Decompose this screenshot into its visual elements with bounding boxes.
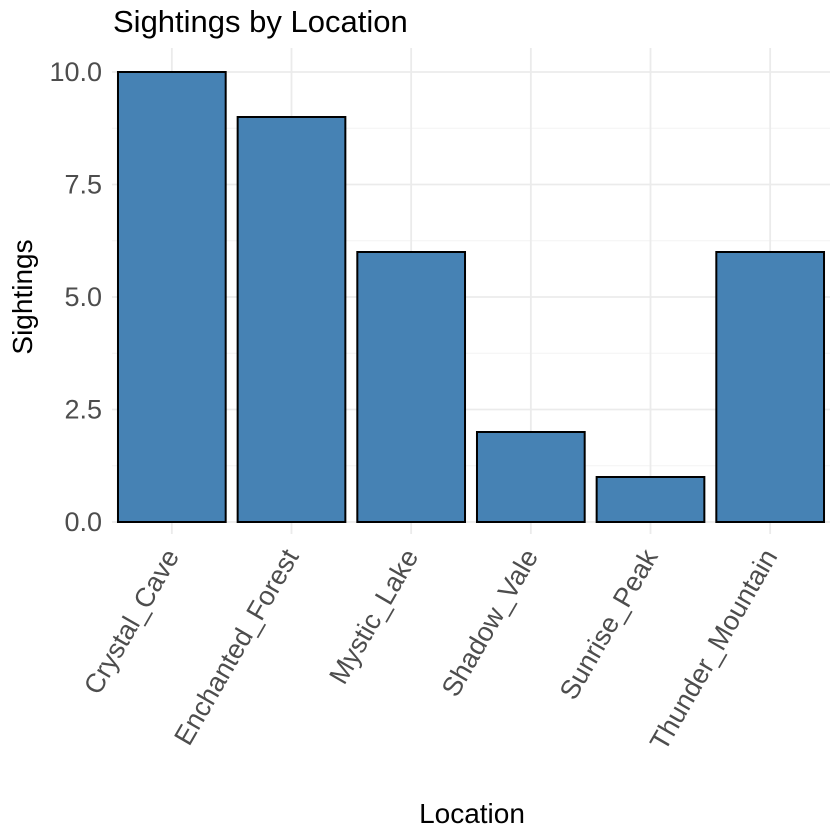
bar-shadow-vale (475, 431, 586, 523)
chart-title: Sightings by Location (113, 4, 408, 39)
bar-mystic-lake (356, 251, 467, 523)
x-tick-label: Thunder_Mountain (644, 544, 783, 755)
bar-enchanted-forest (236, 116, 347, 523)
x-tick-label: Enchanted_Forest (168, 544, 305, 751)
y-axis-title: Sightings (7, 239, 38, 354)
x-tick-label: Shadow_Vale (436, 544, 544, 702)
y-tick-label: 5.0 (64, 282, 102, 312)
x-tick-label: Sunrise_Peak (554, 544, 664, 705)
y-tick-label: 2.5 (64, 395, 102, 425)
x-tick-label: Crystal_Cave (78, 544, 185, 699)
y-tick-label: 10.0 (49, 57, 102, 87)
bar-crystal-cave (116, 71, 227, 523)
bars (116, 71, 826, 523)
x-axis-title: Location (419, 798, 525, 829)
x-tick-label: Mystic_Lake (323, 544, 424, 689)
y-tick-label: 7.5 (64, 170, 102, 200)
y-tick-label: 0.0 (64, 507, 102, 537)
bar-sunrise-peak (595, 476, 706, 523)
y-axis-ticks: 0.0 2.5 5.0 7.5 10.0 (49, 57, 102, 537)
bar-thunder-mountain (715, 251, 826, 523)
